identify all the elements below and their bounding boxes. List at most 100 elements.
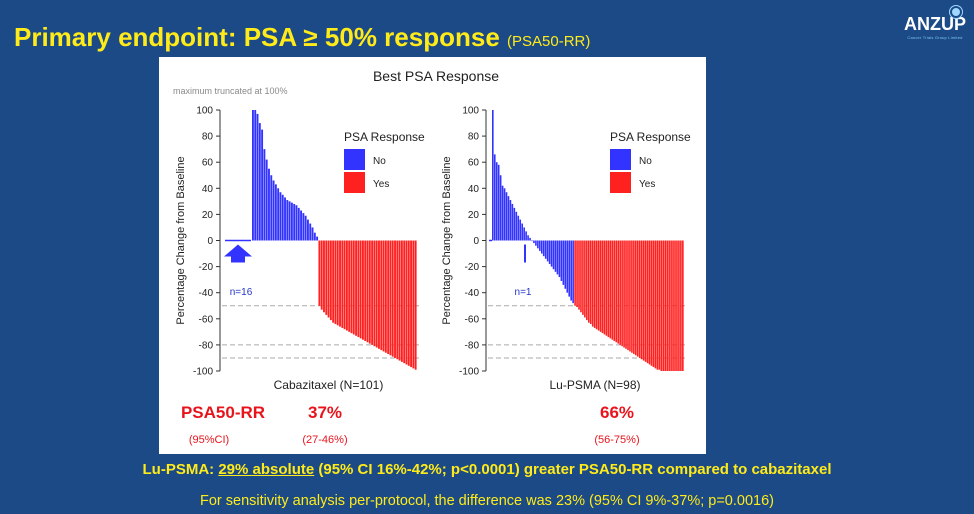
finding-suffix: (95% CI 16%-42%; p<0.0001) greater PSA50… bbox=[314, 461, 832, 478]
chart2-bar-yes bbox=[644, 240, 647, 362]
chart1-legend-title: PSA Response bbox=[344, 130, 425, 144]
chart2-bar-no bbox=[525, 231, 527, 241]
chart2-y-tick-label: -40 bbox=[465, 288, 480, 299]
chart2-bar-no bbox=[503, 188, 506, 241]
chart1-bar-yes bbox=[405, 240, 408, 365]
logo-text: ANZUP bbox=[904, 14, 966, 34]
chart2-bar-no bbox=[546, 240, 549, 262]
logo-dot-icon bbox=[950, 6, 962, 18]
chart2-bar-no bbox=[570, 240, 572, 301]
chart1-response-ci: (27-46%) bbox=[302, 434, 347, 446]
chart2-bar-yes bbox=[648, 240, 651, 365]
chart1-bar-yes bbox=[359, 240, 362, 339]
chart1-legend-label-yes: Yes bbox=[373, 179, 389, 190]
chart2-bar-no bbox=[499, 175, 502, 241]
chart2-bar-yes bbox=[660, 240, 663, 371]
chart1-bar-yes bbox=[368, 240, 371, 344]
chart2-y-tick-label: 40 bbox=[468, 184, 480, 195]
chart2-bar-yes bbox=[666, 240, 668, 371]
chart1-bar-no bbox=[288, 201, 291, 241]
chart2-bar-yes bbox=[593, 240, 596, 328]
logo-tagline: Cancer Trials Group Limited bbox=[907, 35, 963, 40]
chart1-bar-yes bbox=[362, 240, 364, 340]
chart2-legend-swatch-yes bbox=[610, 172, 631, 193]
chart1-y-tick-label: -100 bbox=[193, 367, 213, 378]
chart1-response-rate: 37% bbox=[308, 403, 342, 422]
chart2-bar-no bbox=[501, 185, 504, 241]
chart1-bar-no bbox=[307, 219, 309, 241]
chart2-x-axis-label: Lu-PSMA (N=98) bbox=[549, 378, 640, 392]
chart1-bar-no bbox=[309, 223, 312, 241]
slide-title-sub: (PSA50-RR) bbox=[507, 33, 591, 50]
chart2-bar-no bbox=[540, 240, 543, 254]
chart2-bar-no bbox=[539, 240, 541, 251]
chart1-bar-no bbox=[256, 113, 259, 241]
chart2-y-tick-label: -60 bbox=[465, 314, 480, 325]
chart1-bar-yes bbox=[336, 240, 339, 326]
chart2-bar-no bbox=[529, 237, 531, 241]
chart2-bar-no bbox=[527, 235, 529, 241]
chart1-bar-yes bbox=[350, 240, 353, 334]
chart1-bar-no bbox=[297, 207, 300, 241]
chart2-bar-no bbox=[556, 240, 559, 275]
chart2-bar-yes bbox=[635, 240, 637, 356]
chart2-bar-yes bbox=[582, 240, 584, 315]
chart1-bar-no bbox=[274, 184, 277, 241]
chart2-bar-no bbox=[552, 240, 555, 270]
chart2-bar-yes bbox=[642, 240, 645, 361]
figure-title: Best PSA Response bbox=[373, 68, 499, 84]
chart2-bar-no bbox=[497, 164, 500, 241]
chart1-y-tick-label: -40 bbox=[199, 288, 214, 299]
chart2-bar-yes bbox=[605, 240, 608, 336]
chart2-bar-yes bbox=[682, 240, 684, 371]
chart2-response-ci: (56-75%) bbox=[594, 434, 639, 446]
chart2-bar-yes bbox=[627, 240, 629, 351]
chart2-bar-yes bbox=[625, 240, 627, 349]
chart2-bar-no bbox=[533, 240, 535, 244]
chart1-bar-yes bbox=[323, 240, 325, 313]
chart1-y-tick-label: 100 bbox=[196, 106, 213, 117]
chart1-bar-no bbox=[258, 123, 261, 241]
chart2-bar-no bbox=[562, 240, 565, 285]
figure-svg: Best PSA Response maximum truncated at 1… bbox=[173, 68, 691, 446]
chart2-bar-yes bbox=[650, 240, 653, 366]
chart2-legend-label-no: No bbox=[639, 156, 652, 167]
chart2-bar-no bbox=[542, 240, 545, 257]
chart2-bar-no bbox=[517, 215, 520, 241]
chart2-legend-label-yes: Yes bbox=[639, 179, 655, 190]
chart1-bar-yes bbox=[318, 240, 321, 306]
chart1-bar-no bbox=[300, 210, 303, 241]
ci-label: (95%CI) bbox=[189, 434, 229, 446]
chart2-bar-yes bbox=[576, 240, 578, 308]
chart1-bar-no bbox=[263, 149, 266, 241]
chart1-y-tick-label: -60 bbox=[199, 314, 214, 325]
chart1-bar-no bbox=[268, 168, 270, 241]
chart1-bar-no bbox=[295, 205, 298, 241]
chart1-bar-yes bbox=[348, 240, 351, 332]
chart1-bar-no bbox=[261, 129, 264, 241]
chart2-bar-yes bbox=[652, 240, 655, 368]
chart2-bar-yes bbox=[609, 240, 612, 339]
chart1-bar-yes bbox=[373, 240, 376, 347]
finding-line-2: For sensitivity analysis per-protocol, t… bbox=[200, 493, 774, 509]
chart2-bar-no bbox=[495, 162, 498, 241]
chart2-bar-yes bbox=[658, 240, 661, 370]
chart2-bar-no bbox=[531, 240, 533, 242]
figure-panel: Best PSA Response maximum truncated at 1… bbox=[159, 57, 706, 454]
chart2-bar-no bbox=[548, 240, 551, 264]
chart2-bar-yes bbox=[595, 240, 598, 330]
chart2-bar-yes bbox=[607, 240, 610, 338]
chart2-bar-no bbox=[560, 240, 563, 281]
chart2-bar-no bbox=[564, 240, 567, 289]
chart1-bar-no bbox=[284, 197, 286, 241]
chart2-bar-no bbox=[505, 192, 508, 241]
chart2-y-axis-title: Percentage Change from Baseline bbox=[441, 156, 453, 324]
chart1-bar-yes bbox=[384, 240, 387, 353]
chart2-y-tick-label: -20 bbox=[465, 262, 480, 273]
chart2-bar-yes bbox=[654, 240, 657, 369]
chart1-bar-yes bbox=[355, 240, 358, 336]
chart2-bar-yes bbox=[617, 240, 619, 344]
chart2-bar-yes bbox=[589, 240, 592, 325]
chart2-bar-yes bbox=[664, 240, 667, 371]
chart1-legend-label-no: No bbox=[373, 156, 386, 167]
